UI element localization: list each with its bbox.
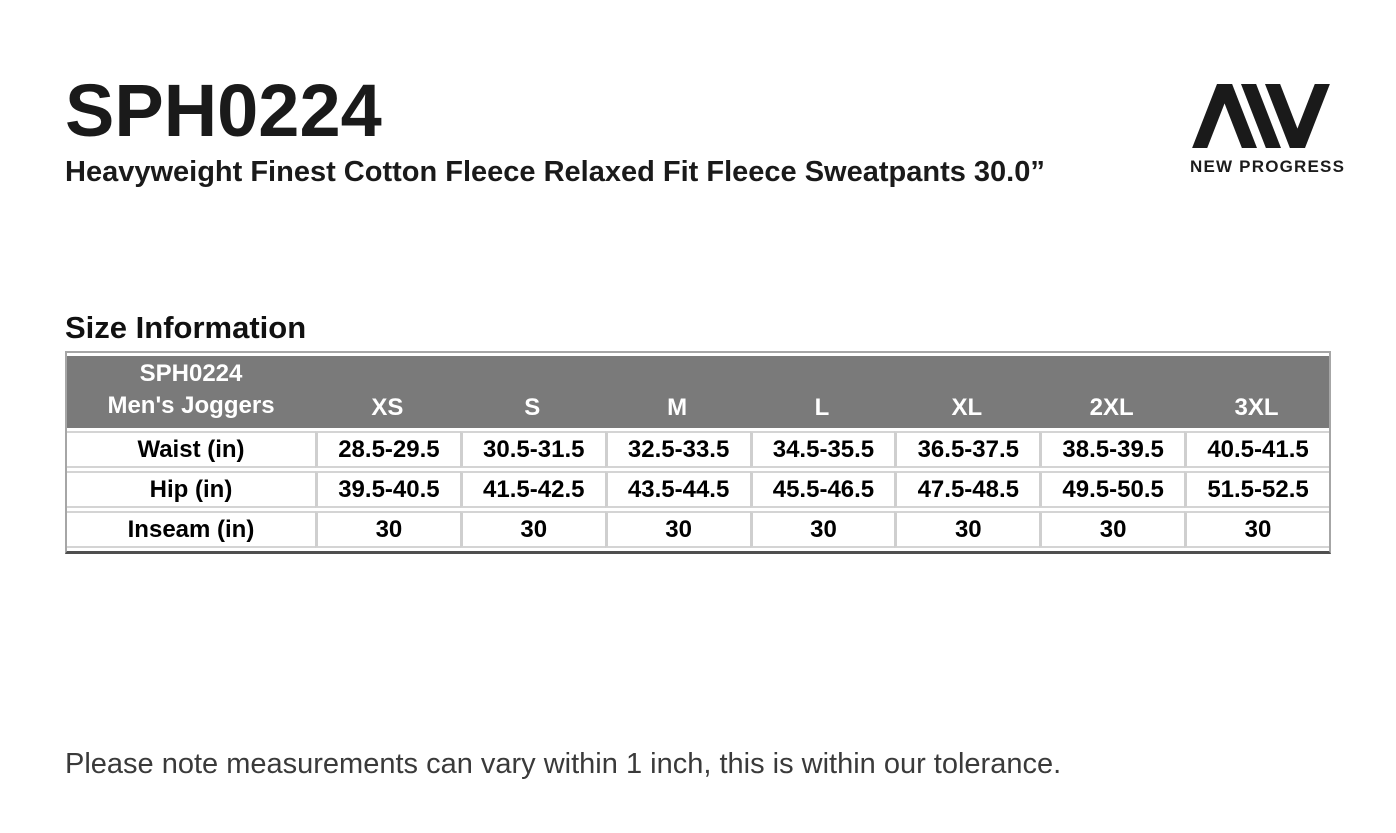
aw-monogram-icon [1192, 84, 1330, 148]
measurement-cell: 30 [749, 511, 895, 548]
size-column-header: M [604, 356, 750, 428]
size-column-header: XL [894, 356, 1040, 428]
size-table: SPH0224 Men's Joggers XS S M L XL 2XL 3XL Wais… [65, 351, 1331, 554]
measurement-cell: 49.5-50.5 [1039, 471, 1185, 508]
table-row: Inseam (in) 30 30 30 30 30 30 30 [67, 511, 1329, 548]
size-column-header: 2XL [1039, 356, 1185, 428]
table-header-product-code: SPH0224 [139, 360, 243, 387]
brand-name: NEW PROGRESS [1190, 157, 1346, 176]
table-header-product-type: Men's Joggers [107, 392, 275, 419]
table-row: Waist (in) 28.5-29.5 30.5-31.5 32.5-33.5 34.… [67, 431, 1329, 468]
measurement-cell: 51.5-52.5 [1184, 471, 1329, 508]
size-information-section: Size Information SPH0224 Men's Joggers X… [65, 310, 1331, 554]
measurement-cell: 36.5-37.5 [894, 431, 1040, 468]
brand-logo: NEW PROGRESS [1190, 84, 1346, 177]
product-name-subtitle: Heavyweight Finest Cotton Fleece Relaxed… [65, 155, 1045, 188]
title-block: SPH0224 Heavyweight Finest Cotton Fleece… [65, 72, 1045, 189]
size-column-header: XS [315, 356, 460, 428]
size-column-header: 3XL [1184, 356, 1329, 428]
measurement-cell: 28.5-29.5 [315, 431, 460, 468]
product-code-title: SPH0224 [65, 69, 382, 152]
measurement-cell: 38.5-39.5 [1039, 431, 1185, 468]
measurement-cell: 43.5-44.5 [604, 471, 750, 508]
size-column-header: S [459, 356, 605, 428]
measurement-cell: 30.5-31.5 [459, 431, 605, 468]
measurement-cell: 34.5-35.5 [749, 431, 895, 468]
measurement-cell: 30 [604, 511, 750, 548]
measurement-cell: 47.5-48.5 [894, 471, 1040, 508]
measurement-cell: 40.5-41.5 [1184, 431, 1329, 468]
measurement-cell: 32.5-33.5 [604, 431, 750, 468]
table-corner-header: SPH0224 Men's Joggers [67, 356, 315, 428]
measurement-cell: 41.5-42.5 [459, 471, 605, 508]
size-column-header: L [749, 356, 895, 428]
table-row: Hip (in) 39.5-40.5 41.5-42.5 43.5-44.5 45.5-… [67, 471, 1329, 508]
size-table-header-row: SPH0224 Men's Joggers XS S M L XL 2XL 3XL [67, 356, 1329, 428]
measurement-cell: 30 [894, 511, 1040, 548]
tolerance-note: Please note measurements can vary within… [65, 748, 1062, 780]
measurement-cell: 30 [315, 511, 460, 548]
measurement-cell: 30 [459, 511, 605, 548]
measurement-cell: 30 [1039, 511, 1185, 548]
measurement-cell: 45.5-46.5 [749, 471, 895, 508]
section-title: Size Information [65, 310, 307, 345]
row-label: Hip (in) [67, 471, 315, 508]
row-label: Waist (in) [67, 431, 315, 468]
row-label: Inseam (in) [67, 511, 315, 548]
measurement-cell: 30 [1184, 511, 1329, 548]
measurement-cell: 39.5-40.5 [315, 471, 460, 508]
